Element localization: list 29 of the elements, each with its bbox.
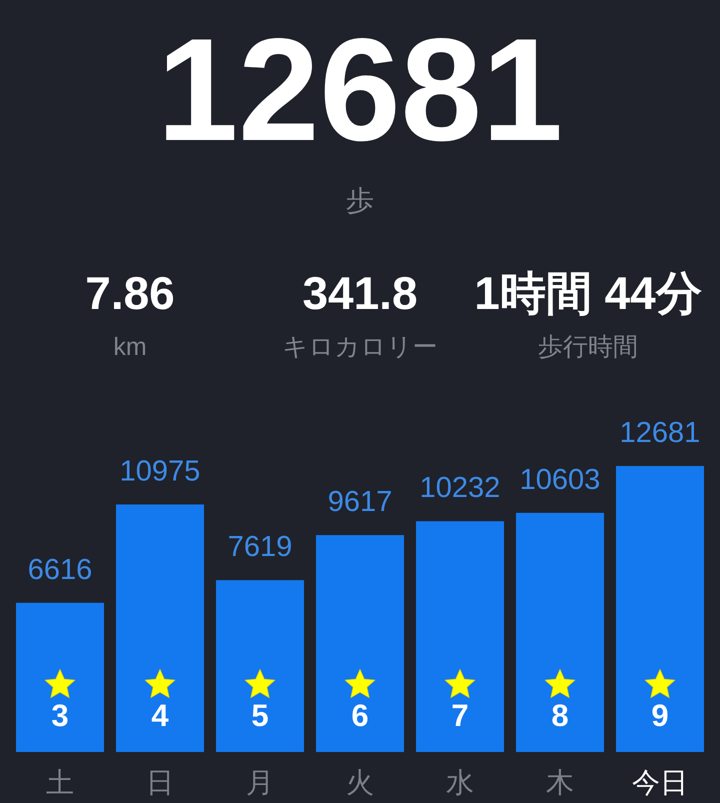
annotation: 4: [151, 698, 169, 733]
category: 土: [46, 767, 74, 798]
annotation: 3: [51, 698, 69, 733]
category: 木: [546, 767, 574, 798]
category: 今日: [632, 767, 688, 798]
subtitle: 歩: [346, 185, 374, 216]
data-label: 10232: [420, 472, 500, 504]
category: 火: [346, 767, 374, 798]
annotation: キロカロリー: [282, 333, 438, 361]
data-label: 12681: [620, 417, 700, 449]
data-label: 9617: [328, 486, 392, 518]
annotation: 5: [251, 698, 269, 733]
annotation: 7.86: [85, 267, 175, 319]
category: 水: [446, 767, 474, 798]
annotation: 341.8: [302, 267, 418, 319]
annotation: 1時間 44分: [474, 267, 702, 319]
annotation: 7: [451, 698, 469, 733]
title: 12681: [157, 8, 563, 171]
annotation: 6: [351, 698, 369, 733]
annotation: 8: [551, 698, 569, 733]
annotation: 9: [651, 698, 669, 733]
data-label: 10603: [520, 464, 600, 496]
annotation: km: [113, 333, 147, 361]
category: 日: [146, 767, 174, 798]
data-label: 7619: [228, 531, 292, 564]
category: 月: [246, 767, 274, 798]
data-label: 10975: [120, 455, 200, 488]
data-label: 6616: [28, 554, 92, 586]
annotation: 歩行時間: [538, 333, 638, 361]
